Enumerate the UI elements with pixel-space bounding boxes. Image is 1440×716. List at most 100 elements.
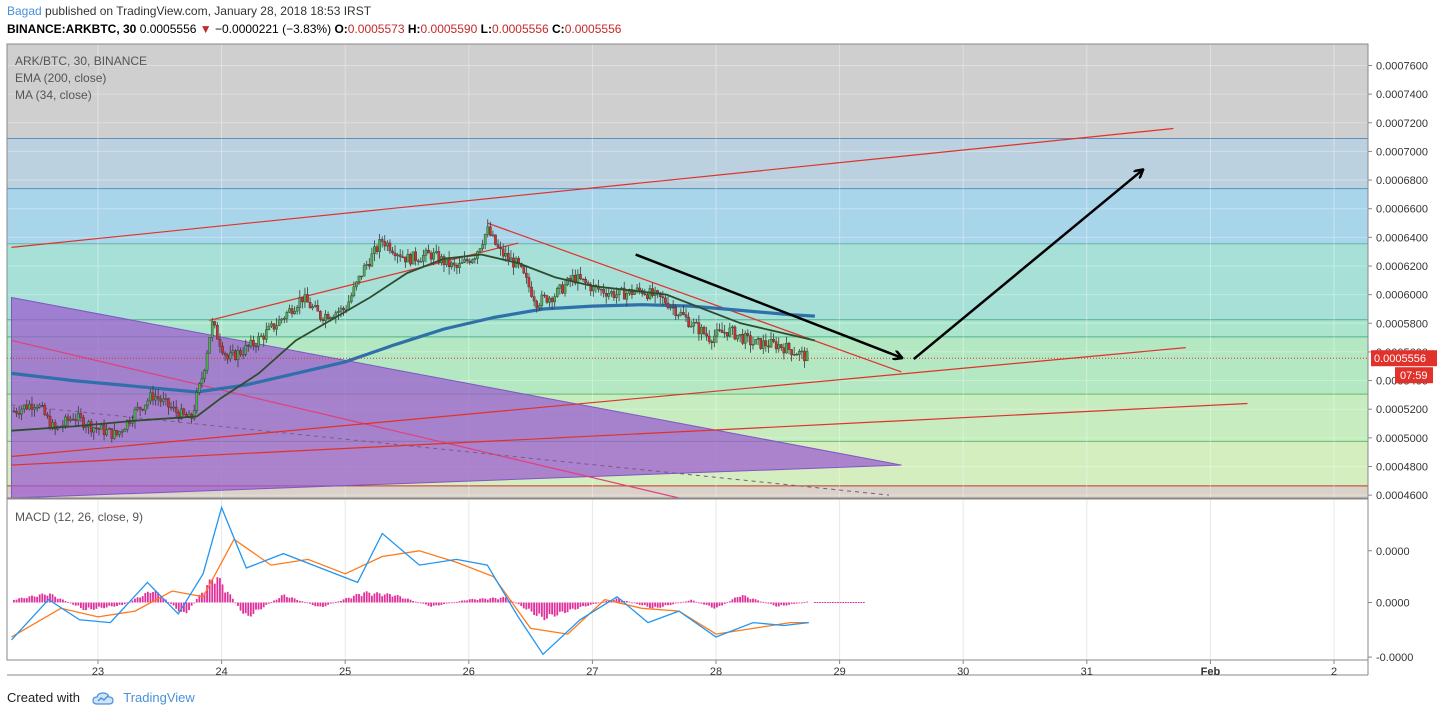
ema-200-line <box>11 303 815 394</box>
macd-histogram-bar <box>118 602 121 605</box>
candle-body <box>671 306 675 309</box>
macd-histogram-bar <box>842 602 845 603</box>
candle <box>805 347 809 362</box>
candle-body <box>525 272 528 278</box>
candle-body <box>246 344 250 347</box>
time-axis-label: 27 <box>586 666 598 678</box>
candle-body <box>774 341 778 350</box>
macd-histogram-bar <box>432 602 435 606</box>
macd-histogram-bar <box>698 602 700 604</box>
macd-histogram-bar <box>633 602 636 604</box>
candle <box>362 262 366 277</box>
candle <box>203 368 206 383</box>
macd-histogram-bar <box>286 597 288 603</box>
macd-histogram-bar <box>705 602 708 605</box>
candle <box>46 412 49 419</box>
macd-histogram-bar <box>64 601 67 603</box>
candle-body <box>643 293 647 295</box>
candle-body <box>43 405 47 416</box>
candle <box>522 265 526 275</box>
candle <box>677 313 680 320</box>
candle <box>473 256 477 264</box>
macd-histogram-bar <box>551 602 554 615</box>
candle-body <box>509 257 513 260</box>
candle <box>782 343 786 360</box>
macd-histogram-bar <box>584 602 587 607</box>
macd-histogram-bar <box>74 602 77 606</box>
candle <box>434 244 438 255</box>
candle <box>743 330 747 350</box>
candle-body <box>205 352 209 371</box>
candle-body <box>409 253 412 265</box>
candle-body <box>100 424 103 430</box>
candle <box>388 239 392 254</box>
candle-body <box>751 343 755 346</box>
candle-body <box>216 325 219 340</box>
candle <box>764 333 768 352</box>
candle <box>756 336 760 346</box>
candle-body <box>707 335 711 342</box>
candle <box>365 260 369 270</box>
macd-histogram-bar <box>401 598 404 603</box>
macd-histogram-bar <box>826 602 829 603</box>
macd-histogram-bar <box>322 602 324 607</box>
macd-histogram-bar <box>80 602 82 608</box>
macd-histogram-bar <box>685 601 687 603</box>
macd-legend[interactable]: MACD (12, 26, close, 9) <box>15 510 144 524</box>
candle <box>259 332 263 338</box>
candle-body <box>210 321 214 338</box>
down-arrow <box>635 253 902 358</box>
price-axis-label: 0.0006400 <box>1376 232 1428 244</box>
macd-histogram-bar <box>718 602 721 606</box>
macd-histogram-bar <box>816 602 819 603</box>
candle-body <box>615 294 618 298</box>
macd-histogram-bar <box>306 602 309 604</box>
macd-histogram-bar <box>468 599 471 603</box>
candle <box>223 351 227 361</box>
macd-histogram-bar <box>540 602 543 617</box>
candle <box>478 247 482 253</box>
candle <box>731 325 734 336</box>
macd-histogram-bar <box>69 602 72 604</box>
author-link[interactable]: Bagad <box>7 4 42 18</box>
macd-histogram-bar <box>407 598 409 603</box>
candle <box>535 299 538 313</box>
candle-body <box>540 294 544 306</box>
macd-histogram-bar <box>394 595 396 603</box>
candle <box>707 330 711 345</box>
candle-body <box>234 350 237 360</box>
candle-body <box>30 403 34 410</box>
candle <box>293 306 296 315</box>
candle-body <box>604 293 608 297</box>
macd-histogram-bar <box>494 598 497 603</box>
ma-legend[interactable]: MA (34, close) <box>15 88 92 102</box>
macd-histogram-bar <box>548 602 551 615</box>
candle-body <box>507 253 510 260</box>
candle <box>357 275 361 286</box>
macd-histogram-bar <box>262 602 265 608</box>
candle <box>198 382 201 396</box>
candle-body <box>599 288 603 291</box>
macd-histogram-bar <box>780 602 783 605</box>
candle-body <box>136 406 139 410</box>
candle-body <box>375 246 379 252</box>
macd-histogram-bar <box>499 597 502 603</box>
candle-body <box>486 226 490 235</box>
ema-legend[interactable]: EMA (200, close) <box>15 71 107 85</box>
candle-body <box>455 264 459 268</box>
macd-histogram-bar <box>92 602 95 610</box>
macd-histogram-bar <box>139 597 142 603</box>
candle <box>471 258 474 265</box>
candle <box>265 322 268 343</box>
candle-body <box>427 249 430 254</box>
macd-histogram-bar <box>734 597 736 603</box>
tradingview-link[interactable]: TradingView <box>123 690 195 705</box>
candle <box>615 287 618 304</box>
macd-histogram-bar <box>466 600 469 603</box>
quote-bar: BINANCE:ARKBTC, 30 0.0005556 ▼ −0.000022… <box>7 22 621 36</box>
candle-body <box>84 426 88 428</box>
macd-histogram-bar <box>746 597 749 603</box>
macd-histogram-bar <box>170 602 172 604</box>
macd-histogram-bar <box>386 593 389 603</box>
